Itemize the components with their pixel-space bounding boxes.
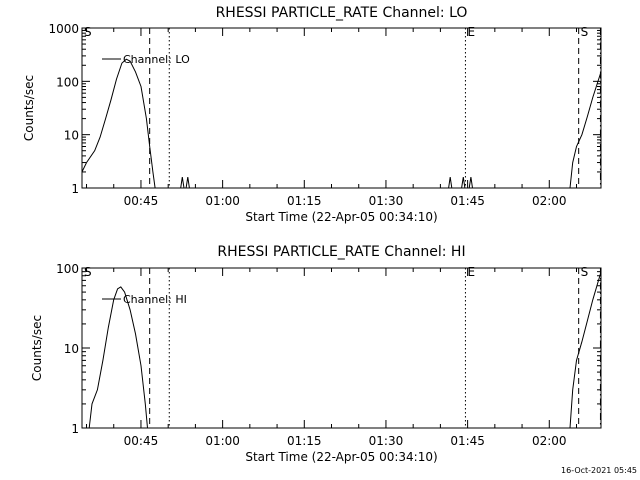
x-axis-label: Start Time (22-Apr-05 00:34:10)	[245, 450, 437, 464]
x-tick-label: 01:30	[369, 434, 404, 448]
series-line	[448, 177, 453, 189]
plot-frame	[81, 27, 602, 189]
footer-timestamp: 16-Oct-2021 05:45	[561, 466, 637, 475]
chart-title: RHESSI PARTICLE_RATE Channel: HI	[217, 244, 465, 260]
x-tick-label: 00:45	[124, 434, 159, 448]
time-marker-label: S	[581, 25, 589, 39]
y-tick-label: 1	[71, 422, 79, 436]
chart-panel-lo: RHESSI PARTICLE_RATE Channel: LO 00:45 01:…	[22, 5, 602, 224]
time-marker-label: E	[467, 265, 475, 279]
time-marker-label: S	[84, 25, 92, 39]
series-line	[461, 177, 466, 189]
legend-label: Channel: HI	[123, 293, 187, 306]
x-tick-label: 02:00	[532, 434, 567, 448]
x-tick-label: 01:00	[205, 194, 240, 208]
series-line	[180, 177, 185, 189]
y-axis-label: Counts/sec	[30, 315, 44, 381]
legend-label: Channel: LO	[123, 53, 190, 66]
y-tick-label: 100	[56, 262, 79, 276]
time-marker-label: E	[467, 25, 475, 39]
y-axis-label: Counts/sec	[22, 75, 36, 141]
series-line	[81, 58, 156, 189]
y-tick-label: 10	[64, 129, 79, 143]
chart-title: RHESSI PARTICLE_RATE Channel: LO	[216, 5, 468, 21]
y-tick-label: 1	[71, 182, 79, 196]
x-tick-label: 00:45	[124, 194, 159, 208]
x-tick-label: 01:45	[450, 194, 485, 208]
y-tick-label: 1000	[48, 22, 79, 36]
y-tick-label: 10	[64, 342, 79, 356]
series-line	[569, 273, 601, 429]
x-tick-label: 01:45	[450, 434, 485, 448]
x-tick-label: 01:15	[287, 434, 322, 448]
y-tick-label: 100	[56, 75, 79, 89]
series-line	[569, 73, 601, 189]
series-line	[185, 177, 190, 189]
chart-panel-hi: RHESSI PARTICLE_RATE Channel: HI 00:45 01:…	[30, 244, 602, 464]
x-tick-label: 01:15	[287, 194, 322, 208]
x-tick-label: 01:00	[205, 434, 240, 448]
x-axis-label: Start Time (22-Apr-05 00:34:10)	[245, 210, 437, 224]
series-line	[88, 286, 148, 429]
plot-frame	[81, 267, 602, 429]
series-line	[468, 177, 473, 189]
x-tick-label: 02:00	[532, 194, 567, 208]
time-marker-label: S	[581, 265, 589, 279]
time-marker-label: S	[84, 265, 92, 279]
x-tick-label: 01:30	[369, 194, 404, 208]
